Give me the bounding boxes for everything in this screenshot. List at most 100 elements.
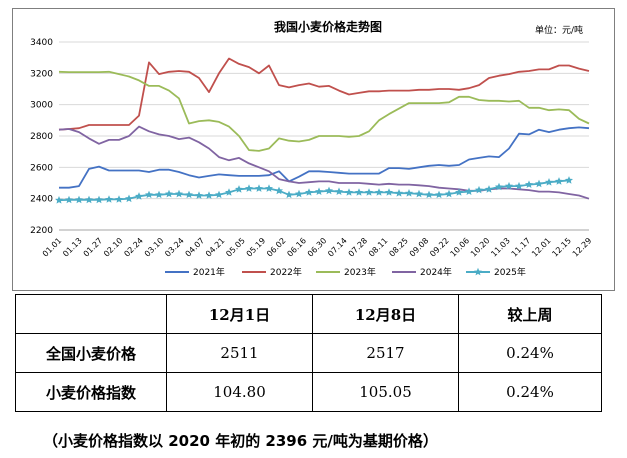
data-point [425,190,433,199]
series-2025年 [55,176,573,204]
data-point [165,189,173,198]
x-tick-label: 03.10 [143,236,166,259]
data-point [545,178,553,186]
data-point [355,188,363,196]
row-label: 小麦价格指数 [15,372,167,412]
x-tick-label: 09.08 [408,236,431,259]
legend-item: 2023年 [316,266,376,278]
x-tick-label: 07.28 [347,236,370,259]
x-axis-ticks: 01.0101.1301.2702.1002.2403.1003.2404.07… [41,236,594,259]
y-tick-label: 2600 [30,163,53,173]
series-line [58,57,590,131]
data-point [455,188,463,196]
table-header-cell: 12月8日 [312,294,459,334]
table-cell: 2517 [312,333,459,373]
y-axis-ticks: 2200 2400 2600 2800 3000 3200 3400 [30,38,53,236]
x-tick-label: 06.02 [265,236,288,259]
data-point [105,195,113,203]
table-header-cell [15,294,167,334]
y-tick-label: 2200 [30,226,53,236]
y-tick-label: 2800 [30,132,53,142]
data-point [515,181,523,190]
data-point [125,194,133,203]
data-point [565,176,573,184]
data-point [365,188,373,196]
table-cell: 0.24% [458,372,602,412]
data-point [85,195,93,204]
data-point [135,192,143,200]
y-tick-label: 2400 [30,195,53,205]
row-label: 全国小麦价格 [15,333,167,373]
data-point [145,190,153,199]
price-comparison-table: 12月1日 12月8日 较上周 全国小麦价格 2511 2517 0.24% 小… [15,294,602,412]
series-2021年 [59,126,590,189]
legend-item: 2022年 [242,266,302,278]
data-point [185,190,193,199]
data-point [475,185,483,194]
data-point [255,184,263,192]
legend-item: 2025年 [466,266,526,278]
table-cell: 104.80 [166,372,313,412]
data-point [235,185,243,193]
x-tick-label: 01.27 [82,236,105,259]
data-point [265,184,273,192]
data-point [245,184,253,192]
x-tick-label: 12.15 [550,236,573,259]
y-tick-label: 3200 [30,69,53,79]
data-point [205,191,213,199]
x-tick-label: 11.03 [489,236,512,259]
series-2022年 [58,57,590,131]
data-point [75,195,83,204]
x-tick-label: 05.19 [245,236,268,259]
x-tick-label: 12.29 [571,236,594,259]
data-point [275,186,283,195]
x-tick-label: 10.20 [469,236,492,259]
legend: 2021年 2022年 2023年 2024年 2025年 [165,266,526,278]
x-tick-label: 03.24 [163,236,186,259]
data-point [415,189,423,198]
x-tick-label: 09.22 [428,236,451,259]
table-header-cell: 较上周 [458,294,602,334]
x-tick-label: 01.01 [41,236,64,259]
legend-label: 2025年 [494,266,526,278]
table-cell: 0.24% [458,333,602,373]
series-2023年 [58,70,590,152]
data-point [285,190,293,199]
data-point [525,180,533,188]
legend-label: 2023年 [344,266,376,278]
x-tick-label: 07.14 [326,236,349,259]
table-header-cell: 12月1日 [166,294,313,334]
x-tick-label: 06.16 [285,236,308,259]
data-point [175,189,183,198]
series-line [58,70,590,152]
legend-label: 2022年 [270,266,302,278]
data-point [435,190,443,199]
x-tick-label: 08.25 [387,236,410,259]
data-point [115,195,123,203]
data-point [395,189,403,197]
table-header-row: 12月1日 12月8日 较上周 [15,294,602,334]
x-tick-label: 10.06 [449,236,472,259]
data-point [465,187,473,195]
x-tick-label: 04.21 [204,236,227,259]
data-point [495,182,503,191]
data-point [55,196,63,204]
table-row: 全国小麦价格 2511 2517 0.24% [15,333,602,373]
data-point [505,181,513,190]
data-point [305,188,313,196]
legend-label: 2021年 [193,266,225,278]
chart-canvas: 我国小麦价格走势图 单位：元/吨 2200 2400 2600 2800 3000 320… [30,19,594,278]
data-point [445,189,453,198]
data-point [385,188,393,196]
x-tick-label: 01.13 [61,236,84,259]
x-tick-label: 06.30 [306,236,329,259]
x-tick-label: 08.11 [367,236,390,259]
data-point [485,185,493,193]
x-tick-label: 11.17 [510,236,533,259]
x-tick-label: 02.24 [122,236,145,259]
chart-title: 我国小麦价格走势图 [274,19,382,34]
data-point [155,190,163,199]
data-point [345,188,353,196]
data-point [225,188,233,196]
x-tick-label: 04.07 [184,236,207,259]
